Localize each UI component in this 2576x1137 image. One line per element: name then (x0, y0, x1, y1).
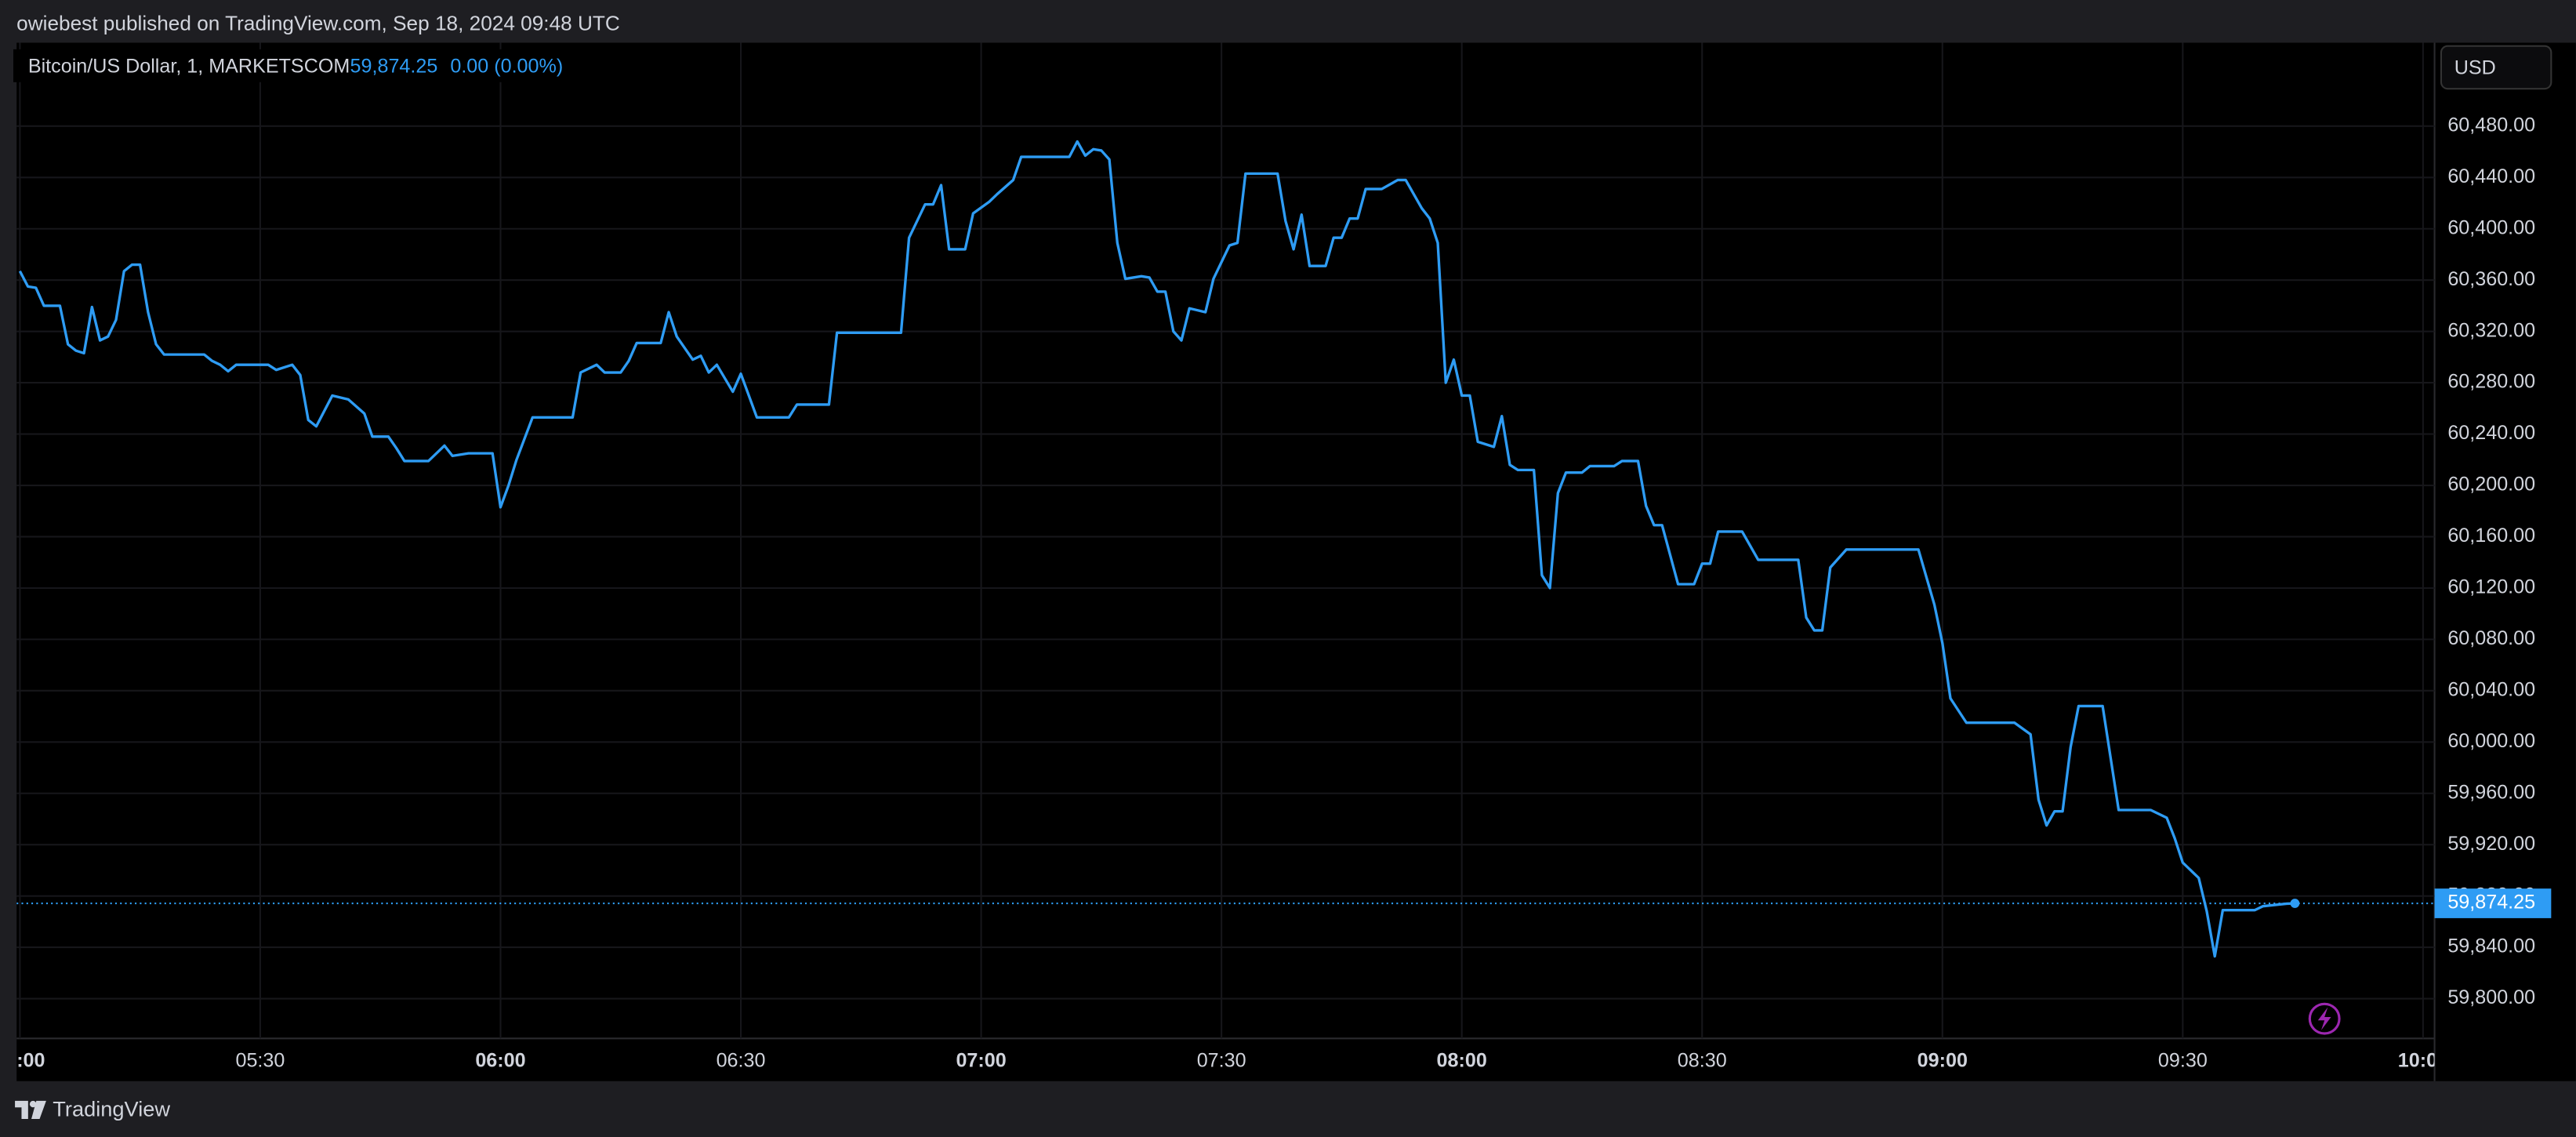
y-tick-label: 60,000.00 (2447, 730, 2535, 752)
x-tick-label: 10:00 (2398, 1049, 2448, 1071)
y-tick-label: 60,400.00 (2447, 216, 2535, 238)
x-tick-label: 07:00 (956, 1049, 1006, 1071)
legend-price: 59,874.25 (350, 56, 438, 78)
last-price-badge (2434, 888, 2552, 918)
time-axis: 05:00 05:30 06:00 06:30 07:00 07:30 08:00 08:30… (0, 1049, 2448, 1071)
y-tick-label: 60,280.00 (2447, 371, 2535, 393)
price-axis: 59,800.0059,840.0059,880.0059,920.0059,9… (2434, 114, 2552, 1008)
y-tick-label: 60,040.00 (2447, 678, 2535, 700)
y-tick-label: 59,840.00 (2447, 935, 2535, 957)
x-tick-label: 05:30 (235, 1049, 285, 1071)
y-tick-label: 60,160.00 (2447, 525, 2535, 547)
legend-change: 0.00 (0.00%) (450, 56, 563, 78)
y-tick-label: 60,360.00 (2447, 268, 2535, 290)
y-tick-label: 60,080.00 (2447, 627, 2535, 649)
y-tick-label: 60,480.00 (2447, 114, 2535, 136)
last-point (2290, 899, 2300, 908)
lightning-icon (2308, 1002, 2341, 1035)
x-tick-label: 09:00 (1917, 1049, 1968, 1071)
x-tick-label: 08:00 (1437, 1049, 1487, 1071)
x-tick-label: 08:30 (1678, 1049, 1727, 1071)
y-tick-label: 60,200.00 (2447, 474, 2535, 496)
y-tick-label: 59,920.00 (2447, 833, 2535, 855)
x-tick-label: 05:00 (0, 1049, 45, 1071)
symbol-legend: Bitcoin/US Dollar, 1, MARKETSCOM (28, 56, 350, 78)
last-price-label: 59,874.25 (2447, 892, 2535, 914)
legend-background (13, 49, 572, 82)
x-tick-label: 06:00 (475, 1049, 525, 1071)
footer-brand: TradingView (53, 1097, 170, 1121)
y-tick-label: 59,960.00 (2447, 781, 2535, 803)
currency-button[interactable] (2440, 45, 2552, 90)
publish-note: owiebest published on TradingView.com, S… (16, 11, 620, 35)
price-line (18, 140, 2295, 958)
y-tick-label: 60,320.00 (2447, 319, 2535, 341)
currency-label[interactable]: USD (2454, 57, 2496, 79)
y-tick-label: 60,240.00 (2447, 422, 2535, 444)
grid (16, 42, 2435, 1039)
x-tick-label: 06:30 (717, 1049, 766, 1071)
y-tick-label: 59,800.00 (2447, 986, 2535, 1008)
plot (16, 140, 2435, 958)
x-tick-label: 07:30 (1197, 1049, 1246, 1071)
y-tick-label: 60,440.00 (2447, 165, 2535, 187)
chart-background (16, 42, 2576, 1081)
y-tick-label: 60,120.00 (2447, 576, 2535, 598)
x-tick-label: 09:30 (2158, 1049, 2208, 1071)
